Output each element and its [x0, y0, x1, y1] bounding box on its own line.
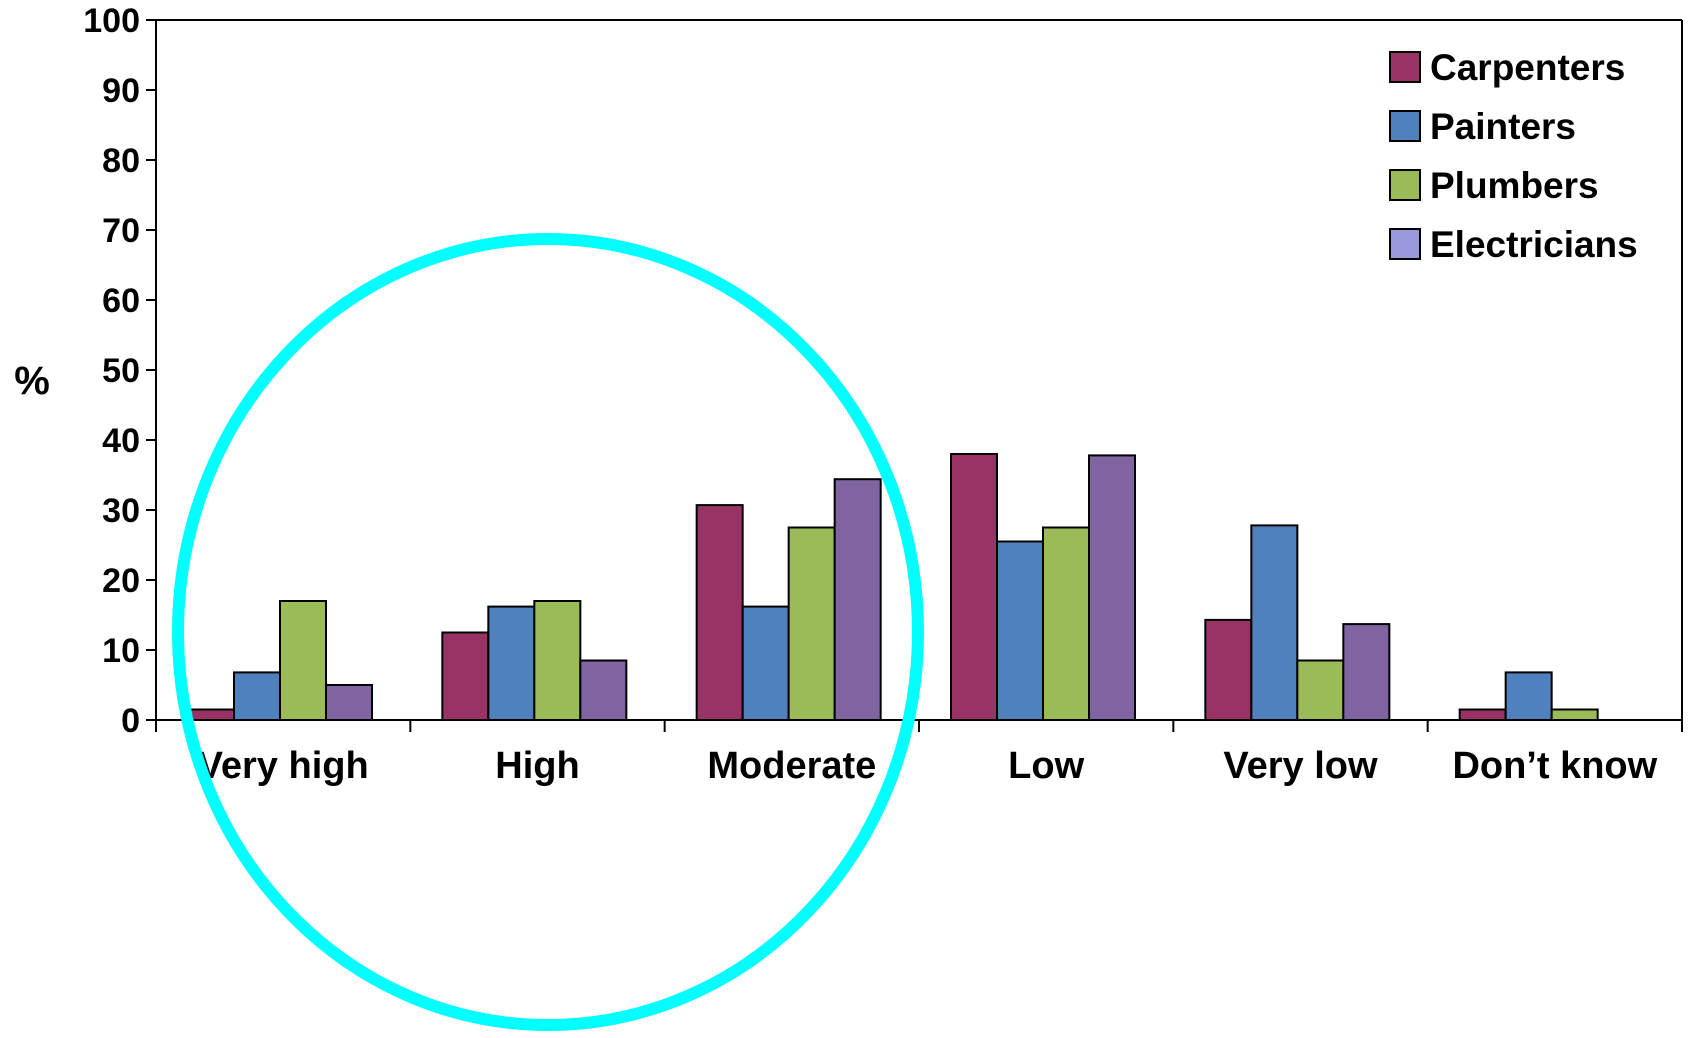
y-tick-label: 20 [102, 562, 140, 600]
x-category-label-high: High [495, 745, 579, 787]
y-tick-label: 0 [121, 702, 140, 740]
bar-plumbers-very-high [279, 600, 327, 721]
bar-painters-high [487, 605, 536, 721]
bar-plumbers-high [533, 600, 582, 721]
bar-painters-low [996, 540, 1044, 721]
bar-carpenters-don-t-know [1458, 708, 1507, 721]
bars [187, 453, 1599, 722]
bar-carpenters-high [441, 631, 490, 721]
legend-swatch-electricians [1389, 228, 1421, 260]
axes [146, 19, 1683, 732]
bar-carpenters-very-high [187, 708, 235, 721]
y-axis-label: % [14, 359, 50, 403]
bar-carpenters-very-low [1204, 618, 1253, 722]
legend-swatch-carpenters [1389, 51, 1421, 83]
bar-painters-very-high [233, 671, 281, 722]
y-tick-label: 100 [83, 2, 140, 40]
y-tick-label: 10 [102, 632, 140, 670]
x-category-label-moderate: Moderate [707, 745, 876, 787]
bar-painters-very-low [1250, 524, 1299, 722]
legend-swatch-plumbers [1389, 169, 1421, 201]
legend-label-carpenters: Carpenters [1430, 47, 1625, 88]
x-category-label-don-t-know: Don’t know [1452, 745, 1657, 787]
bar-plumbers-low [1042, 526, 1090, 721]
y-tick-label: 50 [102, 352, 140, 390]
bar-carpenters-moderate [695, 504, 744, 721]
bar-electricians-high [579, 659, 628, 721]
legend-label-plumbers: Plumbers [1430, 165, 1599, 206]
bar-carpenters-low [950, 453, 998, 721]
y-tick-label: 90 [102, 72, 140, 110]
bar-electricians-moderate [833, 478, 882, 722]
bar-electricians-very-high [325, 684, 373, 721]
bar-painters-don-t-know [1504, 671, 1553, 722]
y-tick-label: 30 [102, 492, 140, 530]
bar-plumbers-don-t-know [1550, 708, 1599, 721]
bar-plumbers-very-low [1296, 659, 1345, 721]
legend-label-painters: Painters [1430, 106, 1576, 147]
y-tick-label: 40 [102, 422, 140, 460]
bar-painters-moderate [741, 605, 790, 721]
y-tick-label: 60 [102, 282, 140, 320]
bar-plumbers-moderate [787, 526, 836, 721]
labels: 0 10 20 30 40 50 60 70 80 90 100% Very high High Mode… [14, 2, 1657, 787]
legend-label-electricians: Electricians [1430, 224, 1638, 265]
x-category-label-very-high: Very high [198, 745, 369, 787]
y-tick-label: 70 [102, 212, 140, 250]
bar-electricians-low [1088, 454, 1136, 721]
x-category-label-very-low: Very low [1223, 745, 1378, 787]
x-category-label-low: Low [1008, 745, 1084, 787]
annotation [172, 233, 924, 1031]
legend: Carpenters Painters Plumbers Electricians [1389, 47, 1638, 265]
bar-electricians-very-low [1342, 623, 1391, 721]
y-tick-label: 80 [102, 142, 140, 180]
highlight-circle [172, 233, 924, 1031]
legend-swatch-painters [1389, 110, 1421, 142]
